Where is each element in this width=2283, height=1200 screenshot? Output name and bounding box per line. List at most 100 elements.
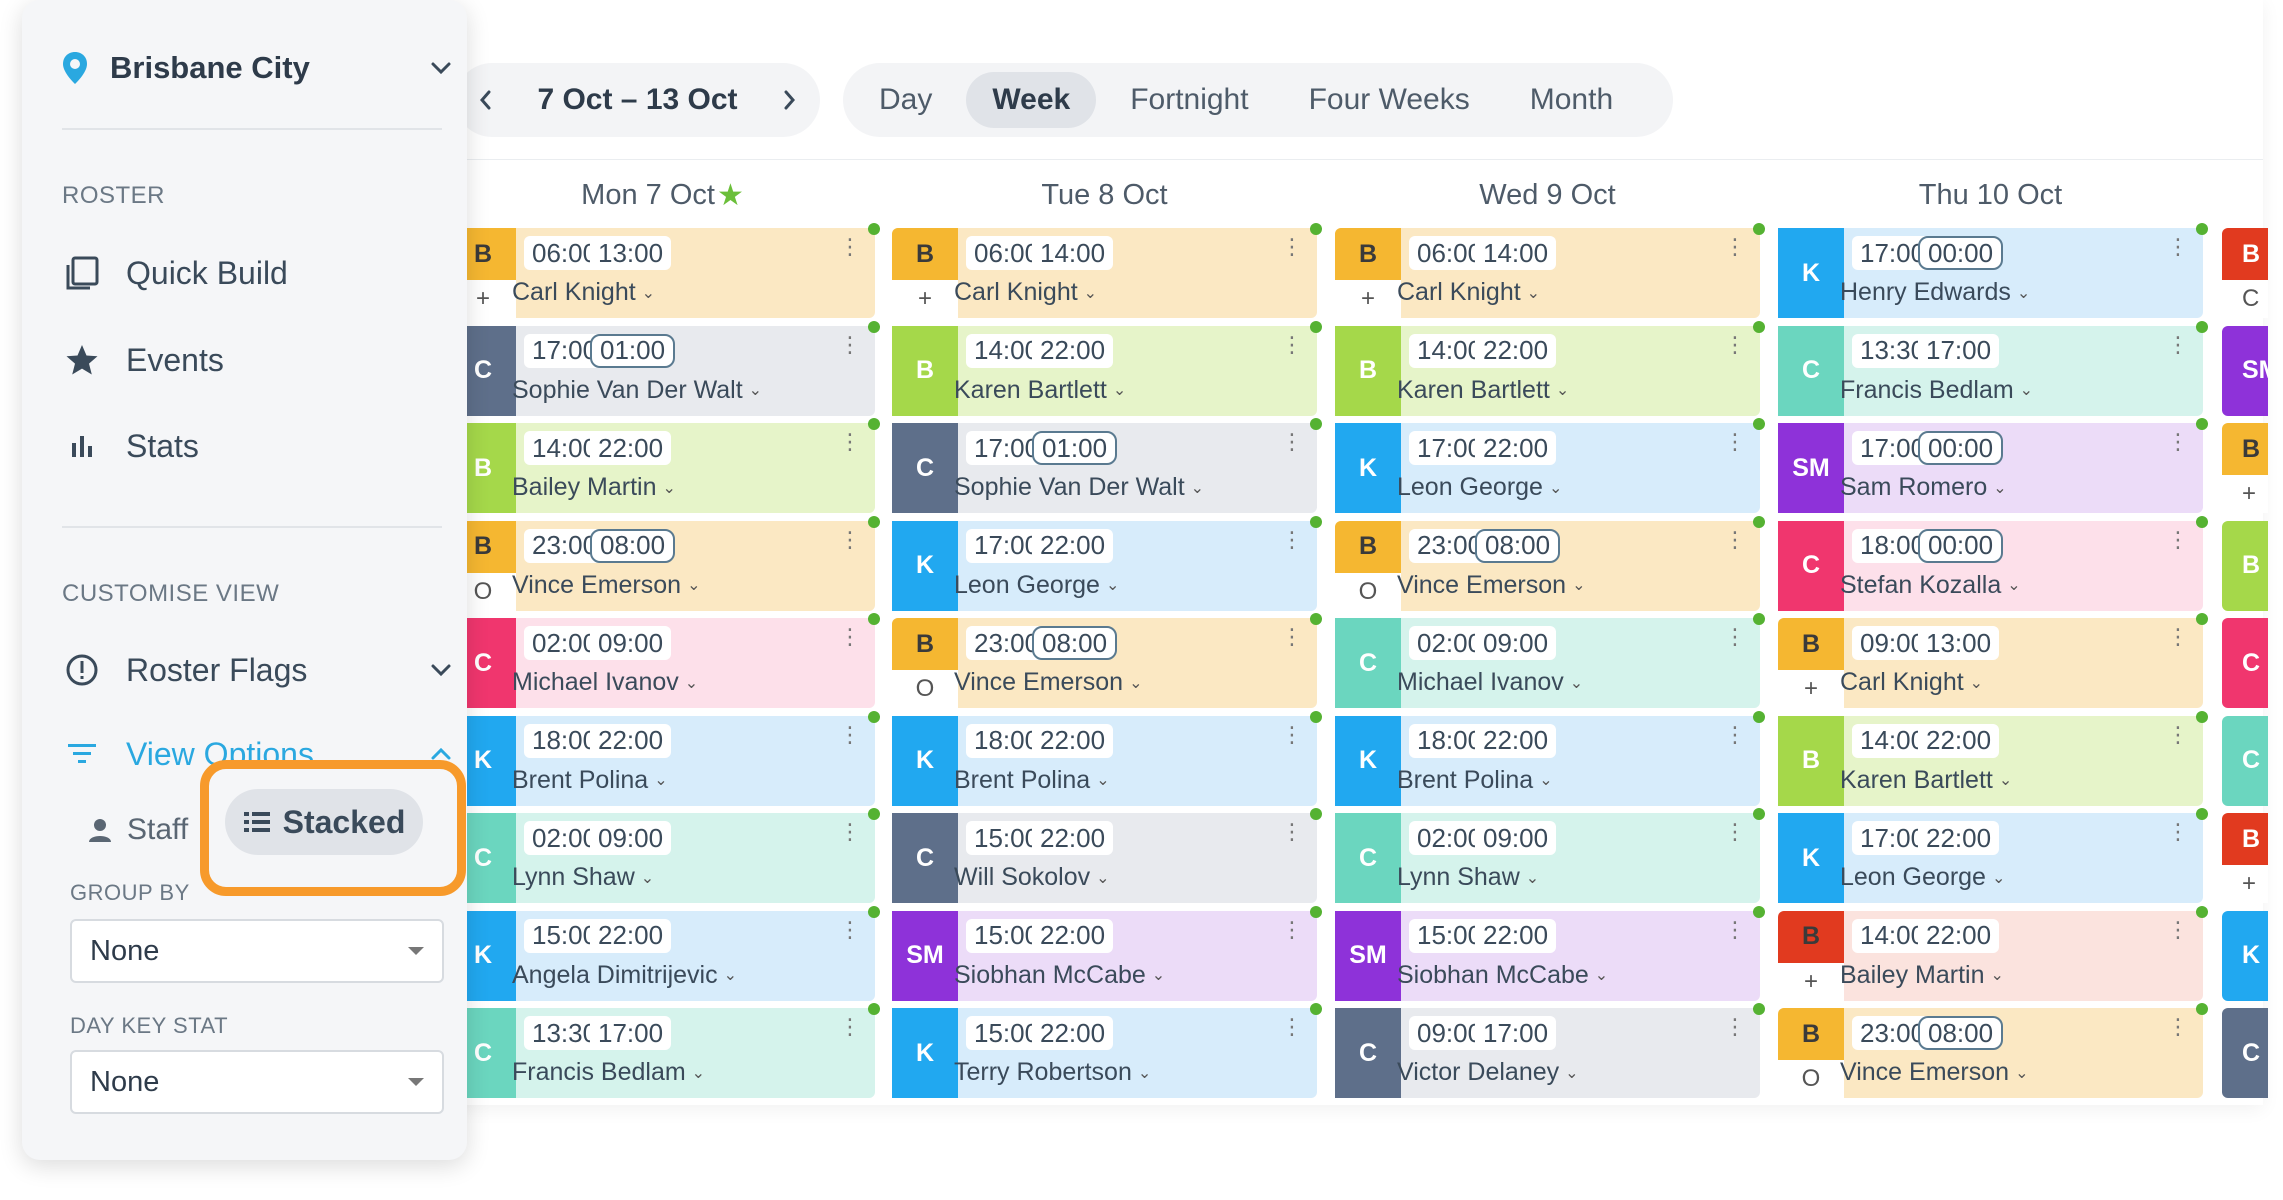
location-selector[interactable]: Brisbane City	[62, 42, 452, 94]
staff-name-dropdown[interactable]: Henry Edwards ⌄	[1840, 278, 2030, 307]
shift-menu-icon[interactable]: ⋮	[1724, 1014, 1746, 1039]
view-tab-four-weeks[interactable]: Four Weeks	[1308, 83, 1470, 116]
shift-start-time[interactable]: 02:00	[524, 626, 606, 660]
day-header[interactable]: Wed 9 Oct	[1335, 160, 1760, 230]
staff-name-dropdown[interactable]: Michael Ivanov ⌄	[512, 668, 698, 697]
shift-card[interactable]: K 18:00 22:00 Brent Polina ⌄ ⋮	[450, 710, 880, 806]
shift-end-time[interactable]: 22:00	[1032, 821, 1114, 855]
shift-card[interactable]: C 15:00 22:00 Will Sokolov ⌄ ⋮	[892, 808, 1322, 903]
shift-end-time[interactable]: 00:00	[1918, 431, 2004, 465]
shift-end-time[interactable]: 09:00	[1475, 821, 1557, 855]
day-header[interactable]: Tue 8 Oct	[892, 160, 1317, 230]
staff-name-dropdown[interactable]: Vince Emerson ⌄	[954, 668, 1142, 697]
staff-name-dropdown[interactable]: Vince Emerson ⌄	[512, 571, 700, 600]
shift-end-time[interactable]: 08:00	[1032, 626, 1118, 660]
staff-name-dropdown[interactable]: Karen Bartlett ⌄	[1397, 376, 1569, 405]
date-range-label[interactable]: 7 Oct – 13 Oct	[537, 83, 738, 116]
shift-menu-icon[interactable]: ⋮	[1724, 624, 1746, 649]
shift-end-time[interactable]: 22:00	[1032, 1016, 1114, 1050]
shift-card[interactable]: C 09:00 17:00 Victor Delaney ⌄ ⋮	[1335, 1003, 1765, 1098]
shift-card[interactable]: C 02:00 09:00 Michael Ivanov ⌄ ⋮	[1335, 613, 1765, 708]
shift-card[interactable]: B 14:00 22:00 Karen Bartlett ⌄ ⋮	[892, 320, 1322, 416]
staff-name-dropdown[interactable]: Carl Knight ⌄	[1840, 668, 1983, 697]
shift-end-time[interactable]: 22:00	[1475, 431, 1557, 465]
shift-menu-icon[interactable]: ⋮	[1281, 819, 1303, 844]
staff-name-dropdown[interactable]: Leon George ⌄	[1397, 473, 1562, 502]
shift-end-time[interactable]: 09:00	[1475, 626, 1557, 660]
staff-name-dropdown[interactable]: Sophie Van Der Walt ⌄	[954, 473, 1204, 502]
shift-card[interactable]: K 15:00 22:00 Angela Dimitrijevic ⌄ ⋮	[450, 905, 880, 1001]
staff-name-dropdown[interactable]: Bailey Martin ⌄	[1840, 961, 2004, 990]
staff-name-dropdown[interactable]: Terry Robertson ⌄	[954, 1058, 1151, 1087]
shift-menu-icon[interactable]: ⋮	[839, 916, 861, 942]
staff-name-dropdown[interactable]: Francis Bedlam ⌄	[512, 1058, 705, 1087]
shift-menu-icon[interactable]: ⋮	[1281, 429, 1303, 454]
shift-card[interactable]: K 18:00 22:00 Brent Polina ⌄ ⋮	[1335, 710, 1765, 806]
staff-name-dropdown[interactable]: Lynn Shaw ⌄	[1397, 863, 1539, 892]
shift-end-time[interactable]: 00:00	[1918, 528, 2004, 563]
shift-end-time[interactable]: 22:00	[1918, 821, 2000, 855]
shift-menu-icon[interactable]: ⋮	[839, 819, 861, 844]
nav-events[interactable]: Events	[62, 330, 452, 390]
shift-menu-icon[interactable]: ⋮	[839, 1014, 861, 1039]
shift-menu-icon[interactable]: ⋮	[839, 526, 861, 552]
day-key-stat-select[interactable]: None	[70, 1050, 444, 1114]
staff-name-dropdown[interactable]: Bailey Martin ⌄	[512, 473, 676, 502]
shift-card[interactable]: B +09:00 13:00 Carl Knight ⌄ ⋮	[1778, 613, 2208, 708]
staff-name-dropdown[interactable]: Michael Ivanov ⌄	[1397, 668, 1583, 697]
shift-menu-icon[interactable]: ⋮	[1281, 1014, 1303, 1039]
prev-week-button[interactable]	[455, 63, 515, 137]
shift-end-time[interactable]: 09:00	[590, 626, 672, 660]
staff-name-dropdown[interactable]: Will Sokolov ⌄	[954, 863, 1110, 892]
shift-start-time[interactable]: 15:00	[966, 821, 1048, 855]
shift-end-time[interactable]: 22:00	[590, 431, 672, 465]
staff-name-dropdown[interactable]: Vince Emerson ⌄	[1840, 1058, 2028, 1087]
staff-name-dropdown[interactable]: Leon George ⌄	[954, 571, 1119, 600]
shift-menu-icon[interactable]: ⋮	[2167, 331, 2189, 357]
shift-end-time[interactable]: 13:00	[1918, 626, 2000, 660]
shift-menu-icon[interactable]: ⋮	[1724, 819, 1746, 844]
stacked-layout-option[interactable]: Stacked	[225, 789, 423, 855]
shift-card[interactable]: B O 23:00 08:00 Vince Emerson ⌄ ⋮	[450, 515, 880, 611]
shift-menu-icon[interactable]: ⋮	[2167, 721, 2189, 747]
shift-card[interactable]: B +06:00 13:00 Carl Knight ⌄ ⋮	[450, 223, 880, 318]
shift-card[interactable]: B 14:00 22:00 Karen Bartlett ⌄ ⋮	[1335, 320, 1765, 416]
shift-card-partial[interactable]: B +	[2222, 423, 2268, 513]
shift-menu-icon[interactable]: ⋮	[2167, 1014, 2189, 1039]
shift-menu-icon[interactable]: ⋮	[839, 429, 861, 454]
staff-name-dropdown[interactable]: Sophie Van Der Walt ⌄	[512, 376, 762, 405]
shift-card[interactable]: C 18:00 00:00 Stefan Kozalla ⌄ ⋮	[1778, 515, 2208, 611]
shift-end-time[interactable]: 22:00	[1475, 333, 1557, 368]
shift-card-partial[interactable]: B	[2222, 520, 2268, 611]
staff-name-dropdown[interactable]: Brent Polina ⌄	[954, 766, 1110, 795]
shift-start-time[interactable]: 17:00	[1852, 236, 1934, 270]
staff-name-dropdown[interactable]: Karen Bartlett ⌄	[954, 376, 1126, 405]
shift-menu-icon[interactable]: ⋮	[2167, 819, 2189, 844]
shift-menu-icon[interactable]: ⋮	[839, 331, 861, 357]
shift-menu-icon[interactable]: ⋮	[1724, 721, 1746, 747]
day-header[interactable]: Mon 7 Oct ★	[450, 160, 875, 230]
shift-end-time[interactable]: 08:00	[1475, 528, 1561, 563]
shift-end-time[interactable]: 22:00	[1032, 333, 1114, 368]
staff-name-dropdown[interactable]: Leon George ⌄	[1840, 863, 2005, 892]
shift-card-partial[interactable]: C	[2222, 618, 2268, 708]
shift-card[interactable]: B 14:00 22:00 Karen Bartlett ⌄ ⋮	[1778, 710, 2208, 806]
staff-name-dropdown[interactable]: Siobhan McCabe ⌄	[1397, 961, 1608, 990]
shift-menu-icon[interactable]: ⋮	[1724, 429, 1746, 454]
nav-quick-build[interactable]: Quick Build	[62, 243, 452, 303]
staff-name-dropdown[interactable]: Sam Romero ⌄	[1840, 473, 2007, 502]
shift-menu-icon[interactable]: ⋮	[2167, 916, 2189, 942]
shift-end-time[interactable]: 22:00	[1918, 723, 2000, 758]
shift-end-time[interactable]: 08:00	[590, 528, 676, 563]
shift-card[interactable]: B O 23:00 08:00 Vince Emerson ⌄ ⋮	[1778, 1003, 2208, 1098]
shift-card[interactable]: B +06:00 14:00 Carl Knight ⌄ ⋮	[892, 223, 1322, 318]
shift-menu-icon[interactable]: ⋮	[1724, 916, 1746, 942]
staff-name-dropdown[interactable]: Carl Knight ⌄	[512, 278, 655, 307]
shift-menu-icon[interactable]: ⋮	[2167, 526, 2189, 552]
shift-end-time[interactable]: 08:00	[1918, 1016, 2004, 1050]
staff-name-dropdown[interactable]: Carl Knight ⌄	[954, 278, 1097, 307]
shift-end-time[interactable]: 22:00	[1032, 918, 1114, 953]
shift-end-time[interactable]: 09:00	[590, 821, 672, 855]
shift-menu-icon[interactable]: ⋮	[1724, 331, 1746, 357]
shift-card[interactable]: B O 23:00 08:00 Vince Emerson ⌄ ⋮	[1335, 515, 1765, 611]
